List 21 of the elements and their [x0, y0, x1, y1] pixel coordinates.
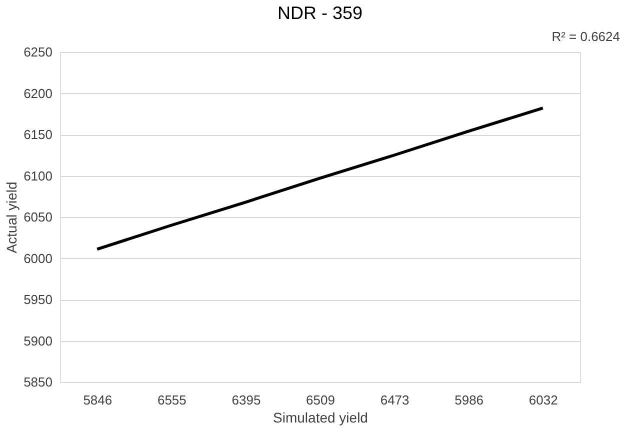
y-tick-label: 6250 [24, 44, 52, 60]
y-tick-label: 6100 [24, 168, 52, 184]
x-tick-label: 6473 [380, 392, 410, 408]
y-tick-label: 5900 [24, 333, 52, 348]
x-axis-title: Simulated yield [273, 410, 368, 426]
text: R² = 0.6624 [552, 29, 620, 44]
x-tick-label: 6395 [232, 392, 261, 408]
y-tick-label: 6000 [24, 250, 52, 266]
x-tick-label: 6555 [157, 392, 186, 408]
y-axis-title: Actual yield [4, 182, 20, 254]
y-tick-label: 6150 [24, 127, 52, 142]
y-tick-label: 5850 [24, 374, 52, 390]
x-tick-label: 5986 [454, 392, 484, 408]
x-tick-label: 6032 [528, 392, 558, 408]
y-tick-label: 5950 [24, 292, 52, 307]
y-tick-label: 6200 [24, 86, 52, 101]
line-series [96, 106, 544, 251]
chart-title: NDR - 359 [277, 3, 363, 23]
x-tick-label: 6509 [306, 392, 335, 408]
x-tick-label: 5846 [83, 392, 112, 408]
y-tick-label: 6050 [24, 210, 52, 224]
